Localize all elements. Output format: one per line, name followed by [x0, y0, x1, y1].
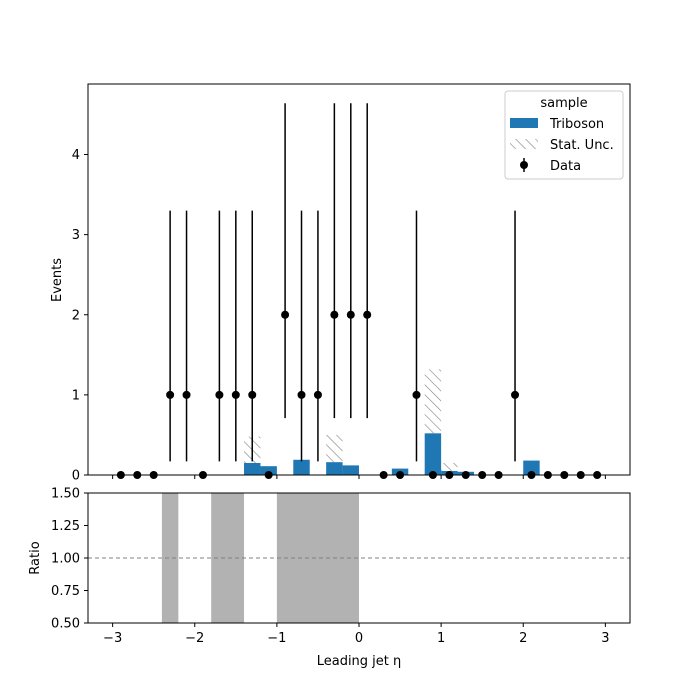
triboson-bar: [293, 459, 310, 475]
legend-data-marker: [520, 161, 528, 169]
ratio-band: [161, 493, 179, 623]
data-point: [281, 310, 290, 319]
x-tick-label: −2: [185, 631, 204, 646]
x-tick-label: 2: [519, 631, 527, 646]
triboson-bar: [342, 465, 359, 475]
data-point: [166, 390, 175, 399]
main-y-ticks: 0 1 2 3 4: [72, 148, 88, 484]
data-point: [330, 310, 339, 319]
x-tick-label: 3: [601, 631, 609, 646]
legend-box: [504, 90, 624, 180]
legend-data-label: Data: [550, 159, 581, 174]
data-point: [363, 310, 372, 319]
legend: sample Triboson Stat. Unc. Data: [504, 90, 624, 180]
data-point: [215, 390, 224, 399]
legend-stat-unc-label: Stat. Unc.: [550, 138, 614, 153]
stat-unc-hatch: [441, 462, 458, 471]
ratio-x-ticks: −3 −2 −1 0 1 2 3: [103, 623, 610, 646]
data-point: [313, 390, 322, 399]
ratio-y-axis-label: Ratio: [28, 541, 43, 574]
x-tick-label: −3: [103, 631, 122, 646]
data-point: [248, 390, 257, 399]
triboson-bar: [260, 466, 277, 475]
main-panel: 0 1 2 3 4 Events sample Triboson Stat. Unc. …: [50, 83, 631, 484]
data-points: [116, 103, 602, 479]
main-y-tick-label: 1: [72, 388, 80, 403]
ratio-panel: −3 −2 −1 0 1 2 3 0.50 0.75 1.00 1.25 1.50 Ratio Le…: [28, 487, 631, 669]
data-point: [182, 390, 191, 399]
ratio-y-ticks: 0.50 0.75 1.00 1.25 1.50: [51, 487, 88, 632]
ratio-band: [276, 493, 359, 623]
data-point: [346, 310, 355, 319]
ratio-y-tick-label: 0.50: [51, 617, 80, 632]
legend-stat-unc-swatch: [510, 139, 538, 149]
legend-triboson-swatch: [510, 118, 538, 128]
legend-triboson-label: Triboson: [549, 117, 604, 132]
x-axis-label: Leading jet η: [317, 654, 402, 669]
x-tick-label: −1: [267, 631, 286, 646]
ratio-y-tick-label: 1.50: [51, 487, 80, 502]
data-point: [297, 390, 306, 399]
x-tick-label: 1: [437, 631, 445, 646]
ratio-bands: [161, 493, 359, 623]
legend-title: sample: [540, 96, 587, 111]
main-x-ticks: [112, 475, 606, 479]
main-y-tick-label: 3: [72, 228, 80, 243]
triboson-bar: [424, 433, 442, 475]
data-point: [412, 390, 421, 399]
ratio-y-tick-label: 1.00: [51, 552, 80, 567]
main-y-tick-label: 2: [72, 308, 80, 323]
main-y-tick-label: 0: [72, 469, 80, 484]
stat-unc-hatch: [326, 434, 343, 463]
ratio-y-tick-label: 1.25: [51, 519, 80, 534]
main-y-tick-label: 4: [72, 148, 80, 163]
triboson-bar: [244, 462, 261, 475]
ratio-y-tick-label: 0.75: [51, 584, 80, 599]
triboson-bar: [326, 462, 343, 475]
stat-unc-hatch: [424, 369, 442, 434]
x-tick-label: 0: [355, 631, 363, 646]
triboson-histogram: [244, 433, 540, 475]
triboson-bar: [523, 460, 540, 475]
data-point: [511, 390, 520, 399]
main-y-axis-label: Events: [50, 258, 65, 302]
data-point: [231, 390, 240, 399]
